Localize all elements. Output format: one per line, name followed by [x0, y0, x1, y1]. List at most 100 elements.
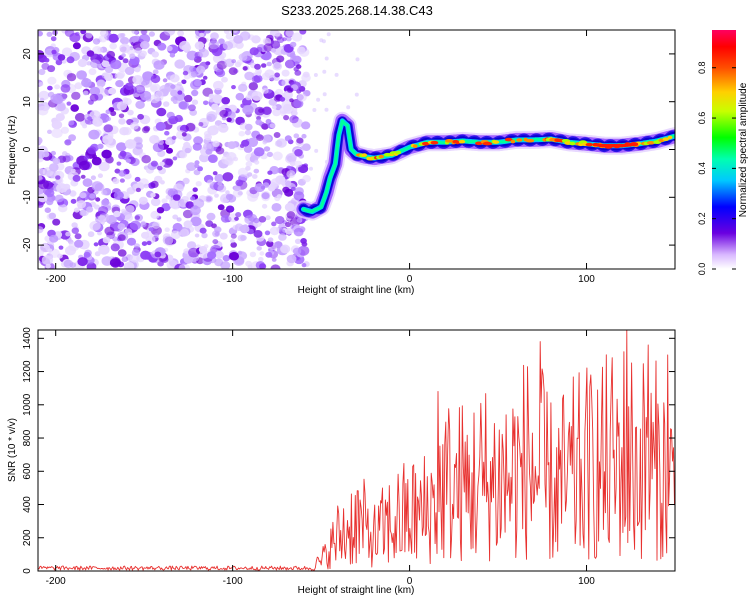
- snr-y-ticks: 0 200 400 600 800 1000 1200 1400: [22, 327, 675, 574]
- noise-speckle: [188, 247, 200, 258]
- noise-speckle: [233, 185, 241, 192]
- noise-speckle: [117, 249, 127, 257]
- noise-speckle: [157, 165, 163, 171]
- noise-speckle: [286, 211, 296, 219]
- noise-speckle: [92, 38, 101, 45]
- noise-speckle: [244, 129, 251, 136]
- noise-speckle: [172, 100, 178, 104]
- noise-speckle: [172, 214, 179, 220]
- noise-speckle: [44, 207, 51, 213]
- noise-speckle: [253, 147, 265, 157]
- noise-speckle: [266, 61, 272, 67]
- noise-speckle: [211, 103, 219, 111]
- noise-speckle: [51, 120, 63, 130]
- noise-speckle: [178, 101, 188, 110]
- noise-speckle: [182, 70, 189, 76]
- noise-speckle: [38, 30, 43, 37]
- noise-speckle: [54, 194, 64, 203]
- noise-speckle: [182, 177, 190, 185]
- noise-speckle: [134, 176, 141, 182]
- noise-speckle: [170, 230, 181, 240]
- snr-panel: -200 -100 0 100 0 200 400 600 800 1000 1200 1400 H…: [7, 327, 676, 596]
- noise-speckle: [70, 198, 77, 204]
- noise-speckle: [218, 123, 229, 133]
- noise-speckle: [296, 217, 303, 223]
- ridge-hotspot: [569, 141, 576, 146]
- noise-speckle: [163, 101, 170, 107]
- noise-speckle: [286, 152, 297, 163]
- noise-speckle: [182, 209, 193, 219]
- noise-speckle: [119, 43, 131, 54]
- ridge-hotspot: [504, 137, 513, 142]
- noise-speckle: [184, 147, 191, 154]
- noise-speckle: [119, 178, 125, 183]
- noise-speckle: [148, 227, 154, 232]
- noise-speckle: [106, 116, 112, 122]
- noise-speckle: [194, 160, 200, 165]
- noise-speckle: [187, 241, 197, 250]
- noise-speckle: [38, 179, 50, 190]
- noise-speckle: [155, 121, 166, 131]
- noise-speckle: [52, 157, 61, 165]
- noise-speckle: [83, 90, 89, 96]
- noise-speckle: [256, 246, 262, 251]
- noise-speckle: [98, 206, 109, 215]
- noise-speckle: [225, 32, 234, 40]
- noise-speckle: [230, 233, 237, 239]
- noise-speckle: [254, 183, 265, 193]
- noise-speckle: [221, 97, 230, 105]
- noise-speckle: [54, 84, 60, 90]
- noise-speckle: [149, 135, 160, 144]
- noise-speckle: [89, 93, 99, 102]
- noise-speckle: [60, 126, 69, 134]
- noise-speckle: [242, 66, 248, 71]
- noise-speckle: [83, 155, 90, 161]
- noise-speckle: [141, 241, 148, 247]
- noise-speckle: [247, 192, 259, 202]
- noise-speckle: [199, 48, 210, 58]
- noise-speckle: [135, 187, 141, 193]
- noise-speckle: [284, 188, 294, 197]
- noise-speckle: [271, 203, 282, 212]
- noise-speckle: [225, 190, 230, 195]
- noise-speckle: [132, 75, 144, 85]
- noise-speckle: [208, 154, 218, 163]
- noise-speckle: [55, 59, 63, 66]
- noise-speckle: [294, 149, 303, 157]
- noise-speckle: [227, 141, 237, 150]
- noise-speckle: [283, 115, 290, 121]
- noise-speckle: [249, 251, 257, 258]
- colorbar-tick-label: 0.4: [697, 162, 707, 175]
- noise-speckle: [269, 123, 276, 129]
- noise-speckle: [270, 48, 277, 53]
- noise-speckle: [126, 187, 136, 195]
- noise-speckle: [230, 239, 235, 244]
- noise-speckle: [266, 151, 273, 158]
- noise-speckle: [52, 94, 64, 105]
- noise-speckle: [251, 35, 261, 44]
- noise-speckle: [51, 128, 63, 139]
- y-tick-label: 0: [22, 568, 33, 574]
- noise-speckle: [217, 204, 225, 211]
- noise-speckle: [253, 217, 260, 224]
- noise-speckle: [140, 250, 151, 260]
- noise-speckle: [297, 245, 310, 256]
- noise-speckle: [159, 180, 165, 185]
- ridge-hotspot: [646, 141, 655, 145]
- noise-speckle: [235, 212, 242, 218]
- noise-speckle: [256, 134, 264, 142]
- noise-speckle: [150, 225, 162, 236]
- noise-speckle: [109, 258, 121, 268]
- noise-speckle: [199, 32, 205, 38]
- noise-speckle: [101, 60, 110, 68]
- noise-speckle: [121, 192, 130, 200]
- noise-speckle: [57, 103, 66, 111]
- noise-speckle: [194, 41, 205, 50]
- spectrogram-y-ticks: -20 -10 0 10 20: [22, 48, 675, 252]
- noise-speckle: [234, 61, 242, 68]
- noise-speckle: [261, 134, 272, 143]
- noise-speckle: [177, 90, 183, 95]
- noise-speckle: [49, 163, 59, 172]
- noise-speckle: [241, 139, 250, 147]
- noise-speckle: [264, 230, 271, 236]
